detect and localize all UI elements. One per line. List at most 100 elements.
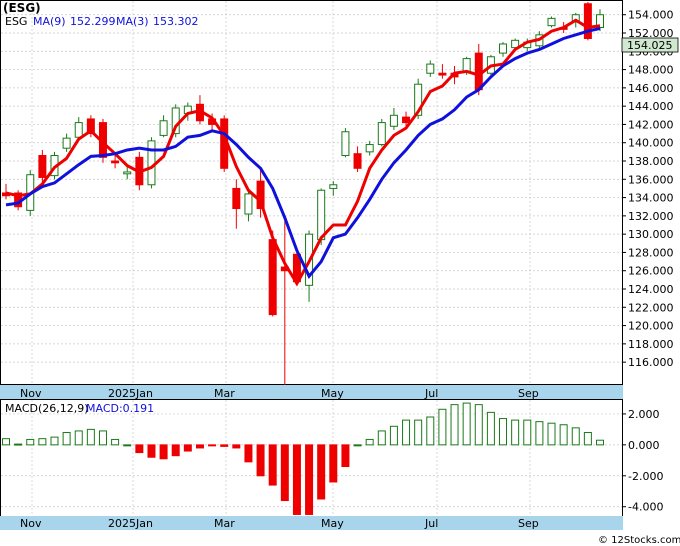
candle-body (353, 153, 362, 169)
price-tick-label: 152.000 (628, 27, 674, 40)
macd-tick-label: 0.000 (628, 439, 660, 452)
macd-y-axis: -4.000 -2.000 0.000 2.000 (622, 408, 663, 514)
candle-body (329, 184, 338, 189)
price-tick-label: 122.000 (628, 301, 674, 314)
macd-date-axis-band (0, 516, 623, 530)
macd-bar (244, 444, 253, 463)
price-date-label: Sep (518, 387, 539, 400)
macd-bar (523, 419, 532, 446)
price-date-axis-band (0, 385, 623, 399)
price-tick-label: 136.000 (628, 173, 674, 186)
candle (111, 155, 120, 169)
candle-body (317, 189, 326, 241)
candle (511, 38, 520, 50)
candle (256, 170, 265, 218)
macd-bar (159, 444, 168, 460)
macd-bar (292, 444, 301, 515)
macd-bar (474, 404, 483, 446)
candle (159, 115, 168, 138)
candle-body (583, 3, 592, 39)
candle-body (74, 122, 83, 138)
candle (341, 128, 350, 158)
macd-bar (341, 444, 350, 468)
macd-bar (377, 430, 386, 446)
candle (499, 42, 508, 57)
macd-bar (596, 439, 604, 446)
ma9-line (5, 26, 601, 279)
macd-bar (499, 418, 508, 446)
candle-body (111, 160, 120, 164)
candle-body (414, 83, 423, 116)
legend-ma9-label: MA(9) (33, 15, 66, 28)
candle (596, 9, 604, 32)
macd-bar (50, 436, 59, 446)
legend-ticker: ESG (5, 15, 27, 28)
price-tick-label: 132.000 (628, 210, 674, 223)
candle (353, 146, 362, 172)
macd-bar (450, 404, 459, 446)
macd-bar (14, 443, 23, 446)
macd-date-label: May (321, 517, 344, 530)
macd-date-label: Sep (518, 517, 539, 530)
ma3-line (5, 18, 601, 287)
macd-bar (583, 431, 592, 446)
chart-title: (ESG) (3, 1, 41, 15)
candle-body (511, 39, 520, 49)
price-tick-label: 142.000 (628, 118, 674, 131)
macd-tick-label: -4.000 (628, 501, 663, 514)
macd-bar (135, 444, 144, 454)
macd-date-label: Nov (20, 517, 42, 530)
price-date-label: May (321, 387, 344, 400)
macd-x-axis: Nov 2025Jan Mar May Jul Sep (20, 517, 539, 530)
macd-bar (486, 411, 495, 446)
macd-bar (195, 444, 204, 449)
macd-legend-label: MACD(26,12,9) (5, 402, 89, 415)
macd-histogram (2, 402, 604, 515)
candle-body (547, 17, 556, 27)
macd-tick-label: 2.000 (628, 408, 660, 421)
legend-ma9-value: 152.299 (70, 15, 116, 28)
macd-bar (220, 444, 229, 447)
macd-legend-value: MACD:0.191 (86, 402, 154, 415)
macd-bar (26, 438, 35, 446)
price-date-label: 2025Jan (108, 387, 153, 400)
macd-bar (123, 444, 132, 447)
price-tick-label: 124.000 (628, 283, 674, 296)
candle (232, 179, 241, 229)
price-tick-label: 146.000 (628, 82, 674, 95)
macd-bar (74, 430, 83, 446)
macd-bar (317, 444, 326, 500)
macd-bar (365, 438, 374, 446)
candle-body (123, 171, 132, 175)
price-tick-label: 144.000 (628, 100, 674, 113)
price-tick-label: 134.000 (628, 192, 674, 205)
candle-body (499, 43, 508, 54)
macd-tick-label: -2.000 (628, 470, 663, 483)
price-x-axis: Nov 2025Jan Mar May Jul Sep (20, 387, 539, 400)
macd-bar (559, 424, 568, 446)
price-tick-label: 140.000 (628, 137, 674, 150)
candle-body (365, 144, 374, 153)
macd-bar (98, 430, 107, 446)
macd-bar (389, 425, 398, 446)
macd-bar (571, 427, 580, 446)
candle (377, 118, 386, 147)
macd-bar (268, 444, 277, 486)
macd-bar (353, 444, 362, 447)
price-tick-label: 118.000 (628, 338, 674, 351)
candle-body (62, 137, 71, 149)
macd-bar (535, 421, 544, 446)
candle-body (402, 116, 411, 124)
candle (402, 111, 411, 127)
candle-body (596, 14, 604, 29)
candle-body (147, 140, 156, 186)
macd-bar (38, 438, 47, 446)
macd-bar (426, 416, 435, 446)
macd-bar (414, 419, 423, 446)
candle-body (571, 14, 580, 23)
candle-body (341, 131, 350, 157)
candle (547, 16, 556, 28)
price-tick-label: 138.000 (628, 155, 674, 168)
candle-body (256, 180, 265, 210)
